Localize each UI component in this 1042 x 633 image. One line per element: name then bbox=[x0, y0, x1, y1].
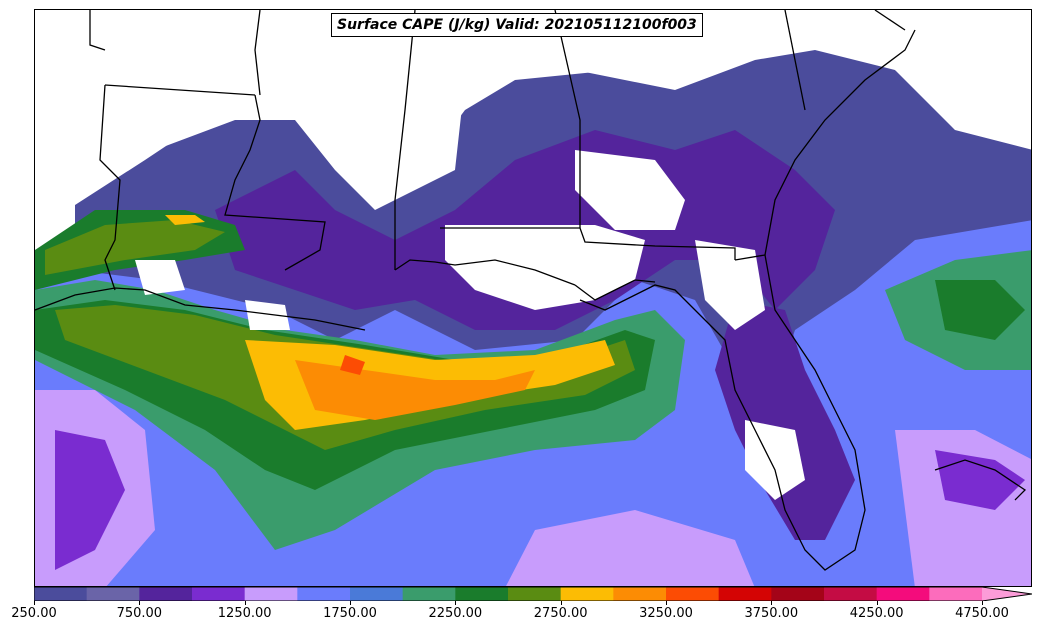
colorbar-tick-label: 4750.00 bbox=[955, 606, 1009, 621]
map-panel bbox=[34, 9, 1032, 587]
colorbar-segments bbox=[34, 587, 1032, 601]
colorbar-segment bbox=[613, 587, 667, 601]
colorbar-tick-label: 2250.00 bbox=[428, 606, 483, 621]
colorbar-tick-mark bbox=[560, 601, 562, 605]
colorbar-tick-mark bbox=[139, 601, 141, 605]
colorbar-tick-mark bbox=[876, 601, 878, 605]
colorbar-tick-label: 750.00 bbox=[116, 606, 163, 621]
colorbar-segment bbox=[824, 587, 878, 601]
colorbar-tick-mark bbox=[666, 601, 667, 605]
cape-map bbox=[35, 10, 1031, 586]
colorbar-tick-label: 3750.00 bbox=[744, 606, 799, 621]
colorbar-tick-label: 4250.00 bbox=[849, 606, 904, 621]
colorbar-segment bbox=[402, 587, 456, 601]
colorbar-segment bbox=[929, 587, 983, 601]
colorbar-segment bbox=[34, 587, 88, 601]
colorbar-tick-label: 3250.00 bbox=[639, 606, 693, 621]
colorbar-tick-mark bbox=[244, 601, 246, 605]
colorbar-tick-mark bbox=[350, 601, 351, 605]
colorbar-segment bbox=[876, 587, 930, 601]
colorbar bbox=[34, 587, 1032, 601]
colorbar-segment bbox=[139, 587, 193, 601]
colorbar-tick-label: 1250.00 bbox=[217, 606, 272, 621]
colorbar-segment bbox=[244, 587, 298, 601]
colorbar-segment bbox=[86, 587, 140, 601]
colorbar-tick-label: 1750.00 bbox=[323, 606, 377, 621]
colorbar-tick-mark bbox=[771, 601, 773, 605]
colorbar-segment bbox=[666, 587, 720, 601]
colorbar-outline bbox=[34, 587, 1032, 601]
colorbar-extend-arrow bbox=[982, 587, 1032, 601]
colorbar-tick-label: 250.00 bbox=[11, 606, 57, 621]
colorbar-segment bbox=[455, 587, 509, 601]
colorbar-tick-mark bbox=[982, 601, 983, 605]
colorbar-segment bbox=[192, 587, 246, 601]
colorbar-segment bbox=[508, 587, 562, 601]
colorbar-segment bbox=[718, 587, 772, 601]
colorbar-tick-mark bbox=[455, 601, 457, 605]
colorbar-segment bbox=[560, 587, 614, 601]
colorbar-segment bbox=[350, 587, 404, 601]
cape-fill-layers bbox=[35, 10, 1031, 586]
boundary-lines bbox=[35, 10, 1027, 571]
colorbar-segment bbox=[771, 587, 825, 601]
colorbar-segment bbox=[297, 587, 351, 601]
map-title: Surface CAPE (J/kg) Valid: 202105112100f… bbox=[331, 13, 703, 37]
colorbar-tick-label: 2750.00 bbox=[533, 606, 588, 621]
colorbar-tick-mark bbox=[34, 601, 35, 605]
